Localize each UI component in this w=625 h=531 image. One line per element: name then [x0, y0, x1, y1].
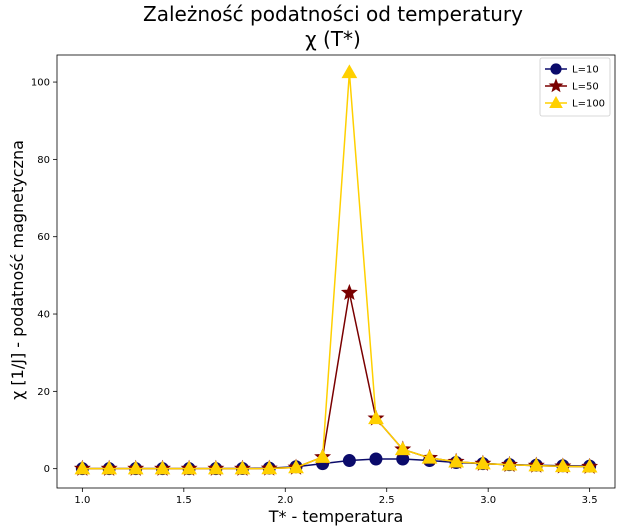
data-point-l-100: [74, 460, 91, 475]
x-tick-label: 2.5: [379, 495, 395, 506]
data-point-l-100: [528, 457, 545, 472]
data-point-l-100: [234, 460, 251, 475]
chart-subtitle: χ (T*): [305, 27, 361, 51]
data-point-l-10: [369, 452, 383, 466]
series-l-100: [74, 64, 598, 475]
legend-marker: [549, 96, 563, 108]
y-tick-label: 20: [37, 387, 50, 398]
legend-marker: [548, 78, 564, 93]
data-point-l-100: [501, 456, 518, 471]
legend-item: L=50: [545, 78, 599, 93]
plot-area: 1.0 1.5 2.0 2.5 3.0 3.5020406080100L=10L=50L=…: [31, 54, 616, 506]
data-point-l-100: [421, 449, 438, 464]
data-point-l-100: [208, 460, 224, 475]
data-point-l-100: [341, 64, 358, 79]
data-point-l-100: [554, 458, 571, 473]
x-tick-label: 3.5: [582, 495, 598, 506]
legend-item: L=10: [545, 63, 599, 76]
y-tick-label: 80: [37, 155, 50, 166]
x-tick-label: 1.5: [176, 495, 192, 506]
data-point-l-100: [288, 459, 304, 474]
legend-item: L=100: [545, 96, 605, 110]
y-tick-label: 60: [37, 232, 50, 243]
x-tick-label: 1.0: [74, 495, 90, 506]
data-point-l-100: [154, 460, 171, 475]
data-point-l-100: [127, 460, 144, 475]
legend: L=10 L=50 L=100: [539, 57, 611, 117]
legend-label: L=100: [572, 99, 605, 110]
data-point-l-100: [181, 460, 197, 475]
legend-label: L=10: [572, 65, 599, 76]
plot-frame: [56, 54, 616, 489]
data-point-l-100: [101, 460, 118, 475]
y-tick-label: 100: [31, 78, 50, 89]
x-tick-label: 2.0: [277, 495, 293, 506]
data-point-l-10: [342, 454, 356, 468]
data-point-l-100: [261, 460, 278, 475]
data-point-l-100: [314, 449, 331, 463]
legend-marker: [550, 63, 562, 75]
x-axis-label: T* - temperatura: [268, 507, 404, 526]
data-point-l-100: [475, 455, 491, 470]
y-tick-label: 40: [37, 310, 50, 321]
y-axis-label: χ [1/J] - podatność magnetyczna: [8, 140, 27, 400]
chart-title: Zależność podatności od temperatury: [143, 2, 523, 26]
y-tick-label: 0: [44, 464, 50, 475]
x-tick-label: 3.0: [480, 495, 496, 506]
data-point-l-100: [448, 453, 464, 468]
legend-label: L=50: [572, 82, 599, 93]
data-point-l-100: [581, 458, 598, 473]
data-point-l-100: [368, 410, 384, 425]
data-point-l-100: [394, 441, 411, 456]
data-point-l-50: [340, 283, 358, 300]
